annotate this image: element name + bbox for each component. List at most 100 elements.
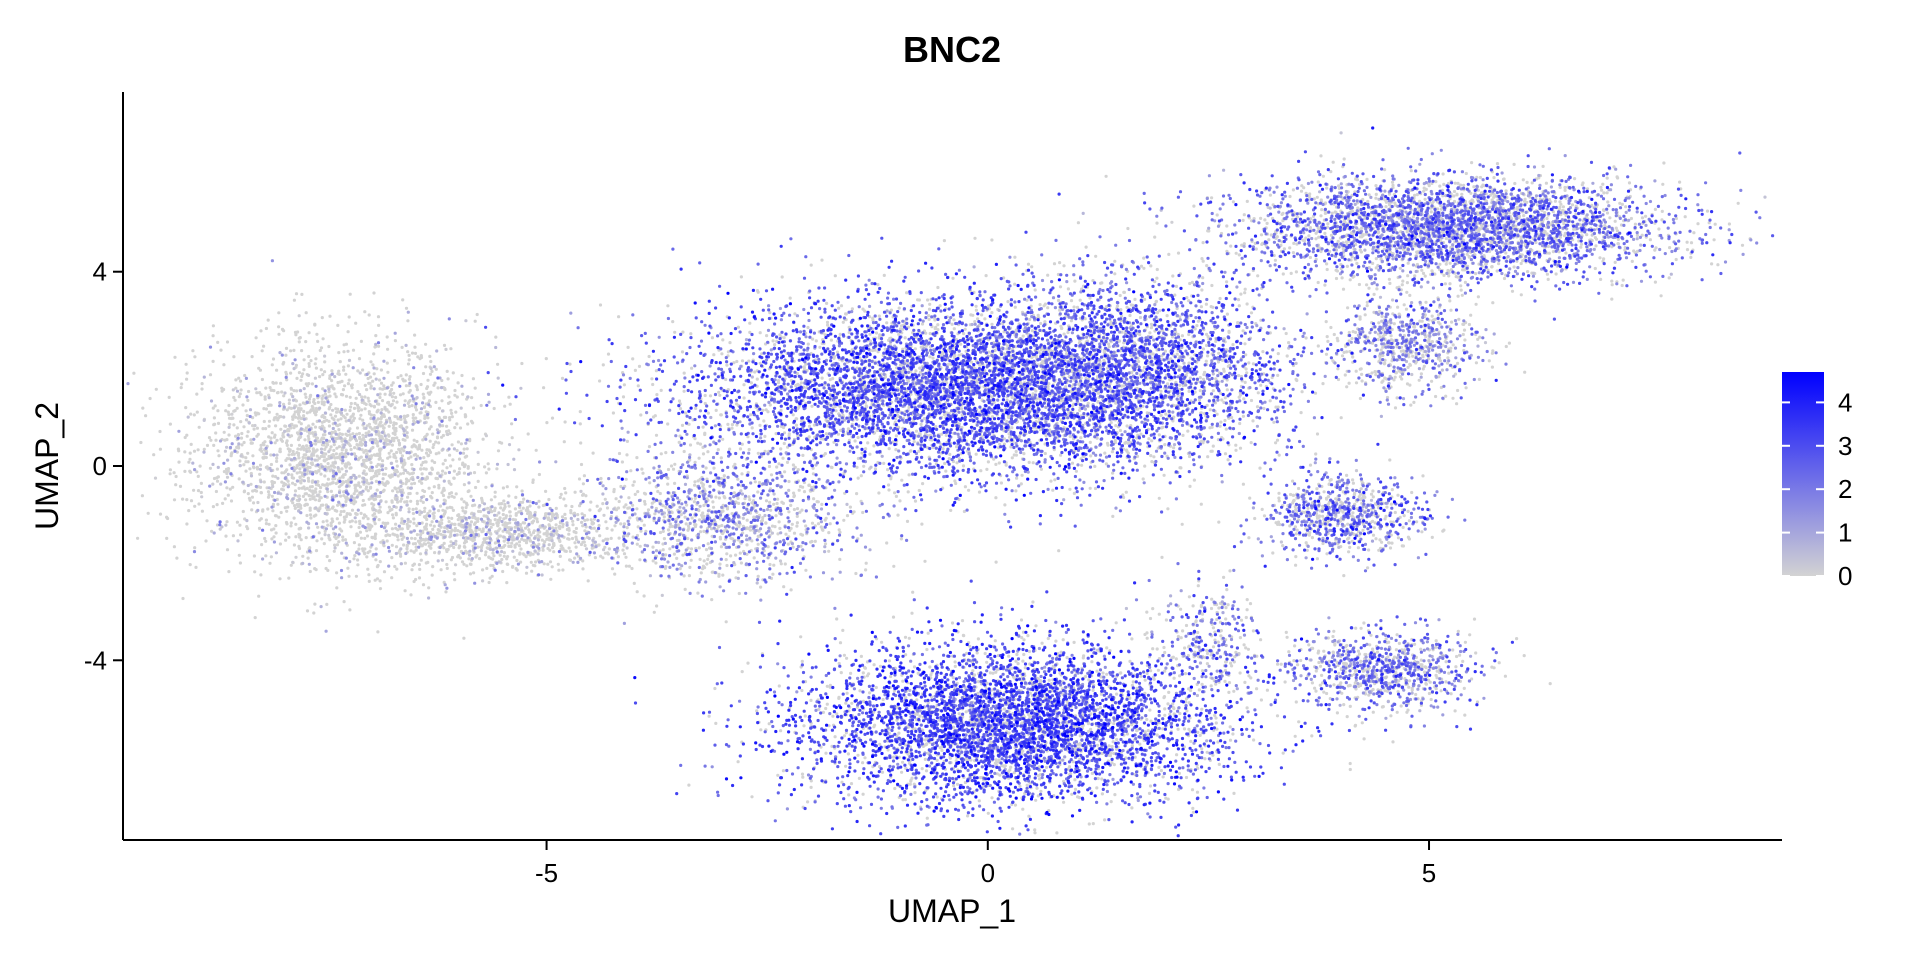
cell-point bbox=[408, 520, 412, 524]
cell-point bbox=[311, 479, 315, 483]
cell-point bbox=[507, 504, 511, 508]
cell-point bbox=[493, 490, 497, 494]
cell-point bbox=[407, 400, 411, 404]
cell-point bbox=[567, 537, 571, 541]
cell-point bbox=[244, 456, 248, 460]
cell-point bbox=[378, 494, 382, 498]
cell-point bbox=[934, 425, 938, 429]
cell-point bbox=[721, 437, 725, 441]
cell-point bbox=[345, 464, 349, 468]
cell-point bbox=[302, 485, 306, 489]
cell-point bbox=[296, 432, 300, 436]
cell-point bbox=[250, 508, 254, 512]
cell-point bbox=[487, 555, 491, 560]
cell-point bbox=[476, 462, 480, 466]
cell-point bbox=[816, 522, 821, 526]
cell-point bbox=[302, 368, 306, 372]
cell-point bbox=[718, 562, 722, 566]
cell-point bbox=[313, 425, 318, 429]
cell-point bbox=[294, 535, 298, 539]
cell-point bbox=[492, 554, 496, 558]
cell-point bbox=[387, 424, 391, 428]
cell-point bbox=[919, 422, 923, 426]
cell-point bbox=[430, 369, 434, 373]
cell-point bbox=[689, 547, 694, 551]
cell-point bbox=[241, 509, 245, 514]
cell-point bbox=[259, 491, 263, 495]
cell-point bbox=[349, 405, 353, 409]
cell-point bbox=[1243, 342, 1247, 346]
cell-point bbox=[785, 460, 790, 464]
cell-point bbox=[355, 443, 359, 447]
cell-point bbox=[296, 438, 301, 442]
cell-point bbox=[468, 437, 472, 441]
cell-point bbox=[396, 417, 400, 421]
cell-point bbox=[295, 471, 299, 475]
cell-point bbox=[325, 554, 329, 559]
cell-point bbox=[271, 502, 275, 506]
cell-point bbox=[673, 481, 677, 485]
cell-point bbox=[633, 368, 638, 372]
cell-point bbox=[694, 406, 698, 410]
cell-point bbox=[504, 514, 508, 518]
cell-point bbox=[366, 567, 370, 571]
cell-point bbox=[792, 531, 797, 535]
cell-point bbox=[512, 555, 516, 559]
cell-point bbox=[214, 438, 218, 442]
cell-point bbox=[239, 533, 243, 537]
cell-point bbox=[725, 563, 729, 568]
cell-point bbox=[259, 443, 263, 447]
cell-point bbox=[192, 413, 196, 417]
cell-point bbox=[474, 529, 478, 533]
cell-point bbox=[854, 571, 858, 576]
cell-point bbox=[672, 552, 677, 556]
cell-point bbox=[295, 376, 299, 380]
cell-point bbox=[419, 467, 423, 471]
cell-point bbox=[597, 543, 601, 547]
cell-point bbox=[275, 497, 279, 502]
cell-point bbox=[269, 462, 273, 467]
cell-point bbox=[955, 445, 959, 449]
cell-point bbox=[452, 522, 456, 527]
cell-point bbox=[440, 399, 444, 403]
cell-point bbox=[330, 481, 334, 485]
cell-point bbox=[717, 572, 721, 577]
cell-point bbox=[205, 443, 210, 447]
cell-point bbox=[424, 537, 428, 542]
cell-point bbox=[378, 395, 382, 400]
cell-point bbox=[456, 555, 460, 559]
cell-point bbox=[437, 486, 441, 490]
cell-point bbox=[406, 471, 410, 475]
cell-point bbox=[334, 452, 338, 456]
cell-point bbox=[337, 372, 341, 376]
cell-point bbox=[260, 377, 264, 382]
cell-point bbox=[270, 363, 274, 367]
cell-point bbox=[319, 486, 323, 490]
cell-point bbox=[473, 386, 477, 390]
cell-point bbox=[491, 551, 495, 555]
cell-point bbox=[270, 537, 274, 541]
cell-point bbox=[441, 489, 445, 493]
cell-point bbox=[478, 527, 482, 531]
cell-point bbox=[264, 539, 268, 543]
cell-point bbox=[399, 472, 403, 476]
cell-point bbox=[788, 296, 792, 300]
cell-point bbox=[212, 416, 216, 420]
cell-point bbox=[185, 433, 189, 437]
cell-point bbox=[282, 471, 286, 475]
cell-point bbox=[507, 395, 511, 399]
cell-point bbox=[232, 409, 236, 413]
cell-point bbox=[305, 384, 310, 388]
cell-point bbox=[806, 342, 810, 346]
cell-point bbox=[466, 465, 470, 469]
cell-point bbox=[495, 467, 499, 471]
cell-point bbox=[823, 452, 828, 456]
cell-point bbox=[799, 532, 803, 536]
cell-point bbox=[355, 532, 359, 536]
cell-point bbox=[395, 567, 399, 571]
cell-point bbox=[298, 470, 302, 474]
cell-point bbox=[327, 424, 331, 428]
cell-point bbox=[289, 443, 293, 447]
cell-point bbox=[390, 556, 394, 560]
cell-point bbox=[562, 440, 566, 444]
